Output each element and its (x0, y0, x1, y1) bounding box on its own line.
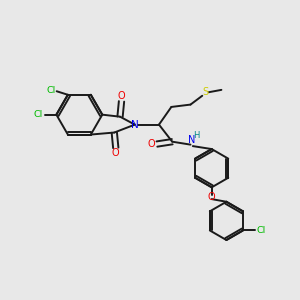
Text: N: N (188, 135, 195, 145)
Text: Cl: Cl (46, 86, 56, 95)
Text: O: O (148, 139, 155, 149)
Text: O: O (118, 91, 125, 101)
Text: Cl: Cl (34, 110, 43, 119)
Text: O: O (112, 148, 120, 158)
Text: Cl: Cl (256, 226, 266, 235)
Text: N: N (131, 120, 139, 130)
Text: S: S (202, 87, 208, 97)
Text: O: O (208, 192, 215, 202)
Text: H: H (193, 131, 200, 140)
